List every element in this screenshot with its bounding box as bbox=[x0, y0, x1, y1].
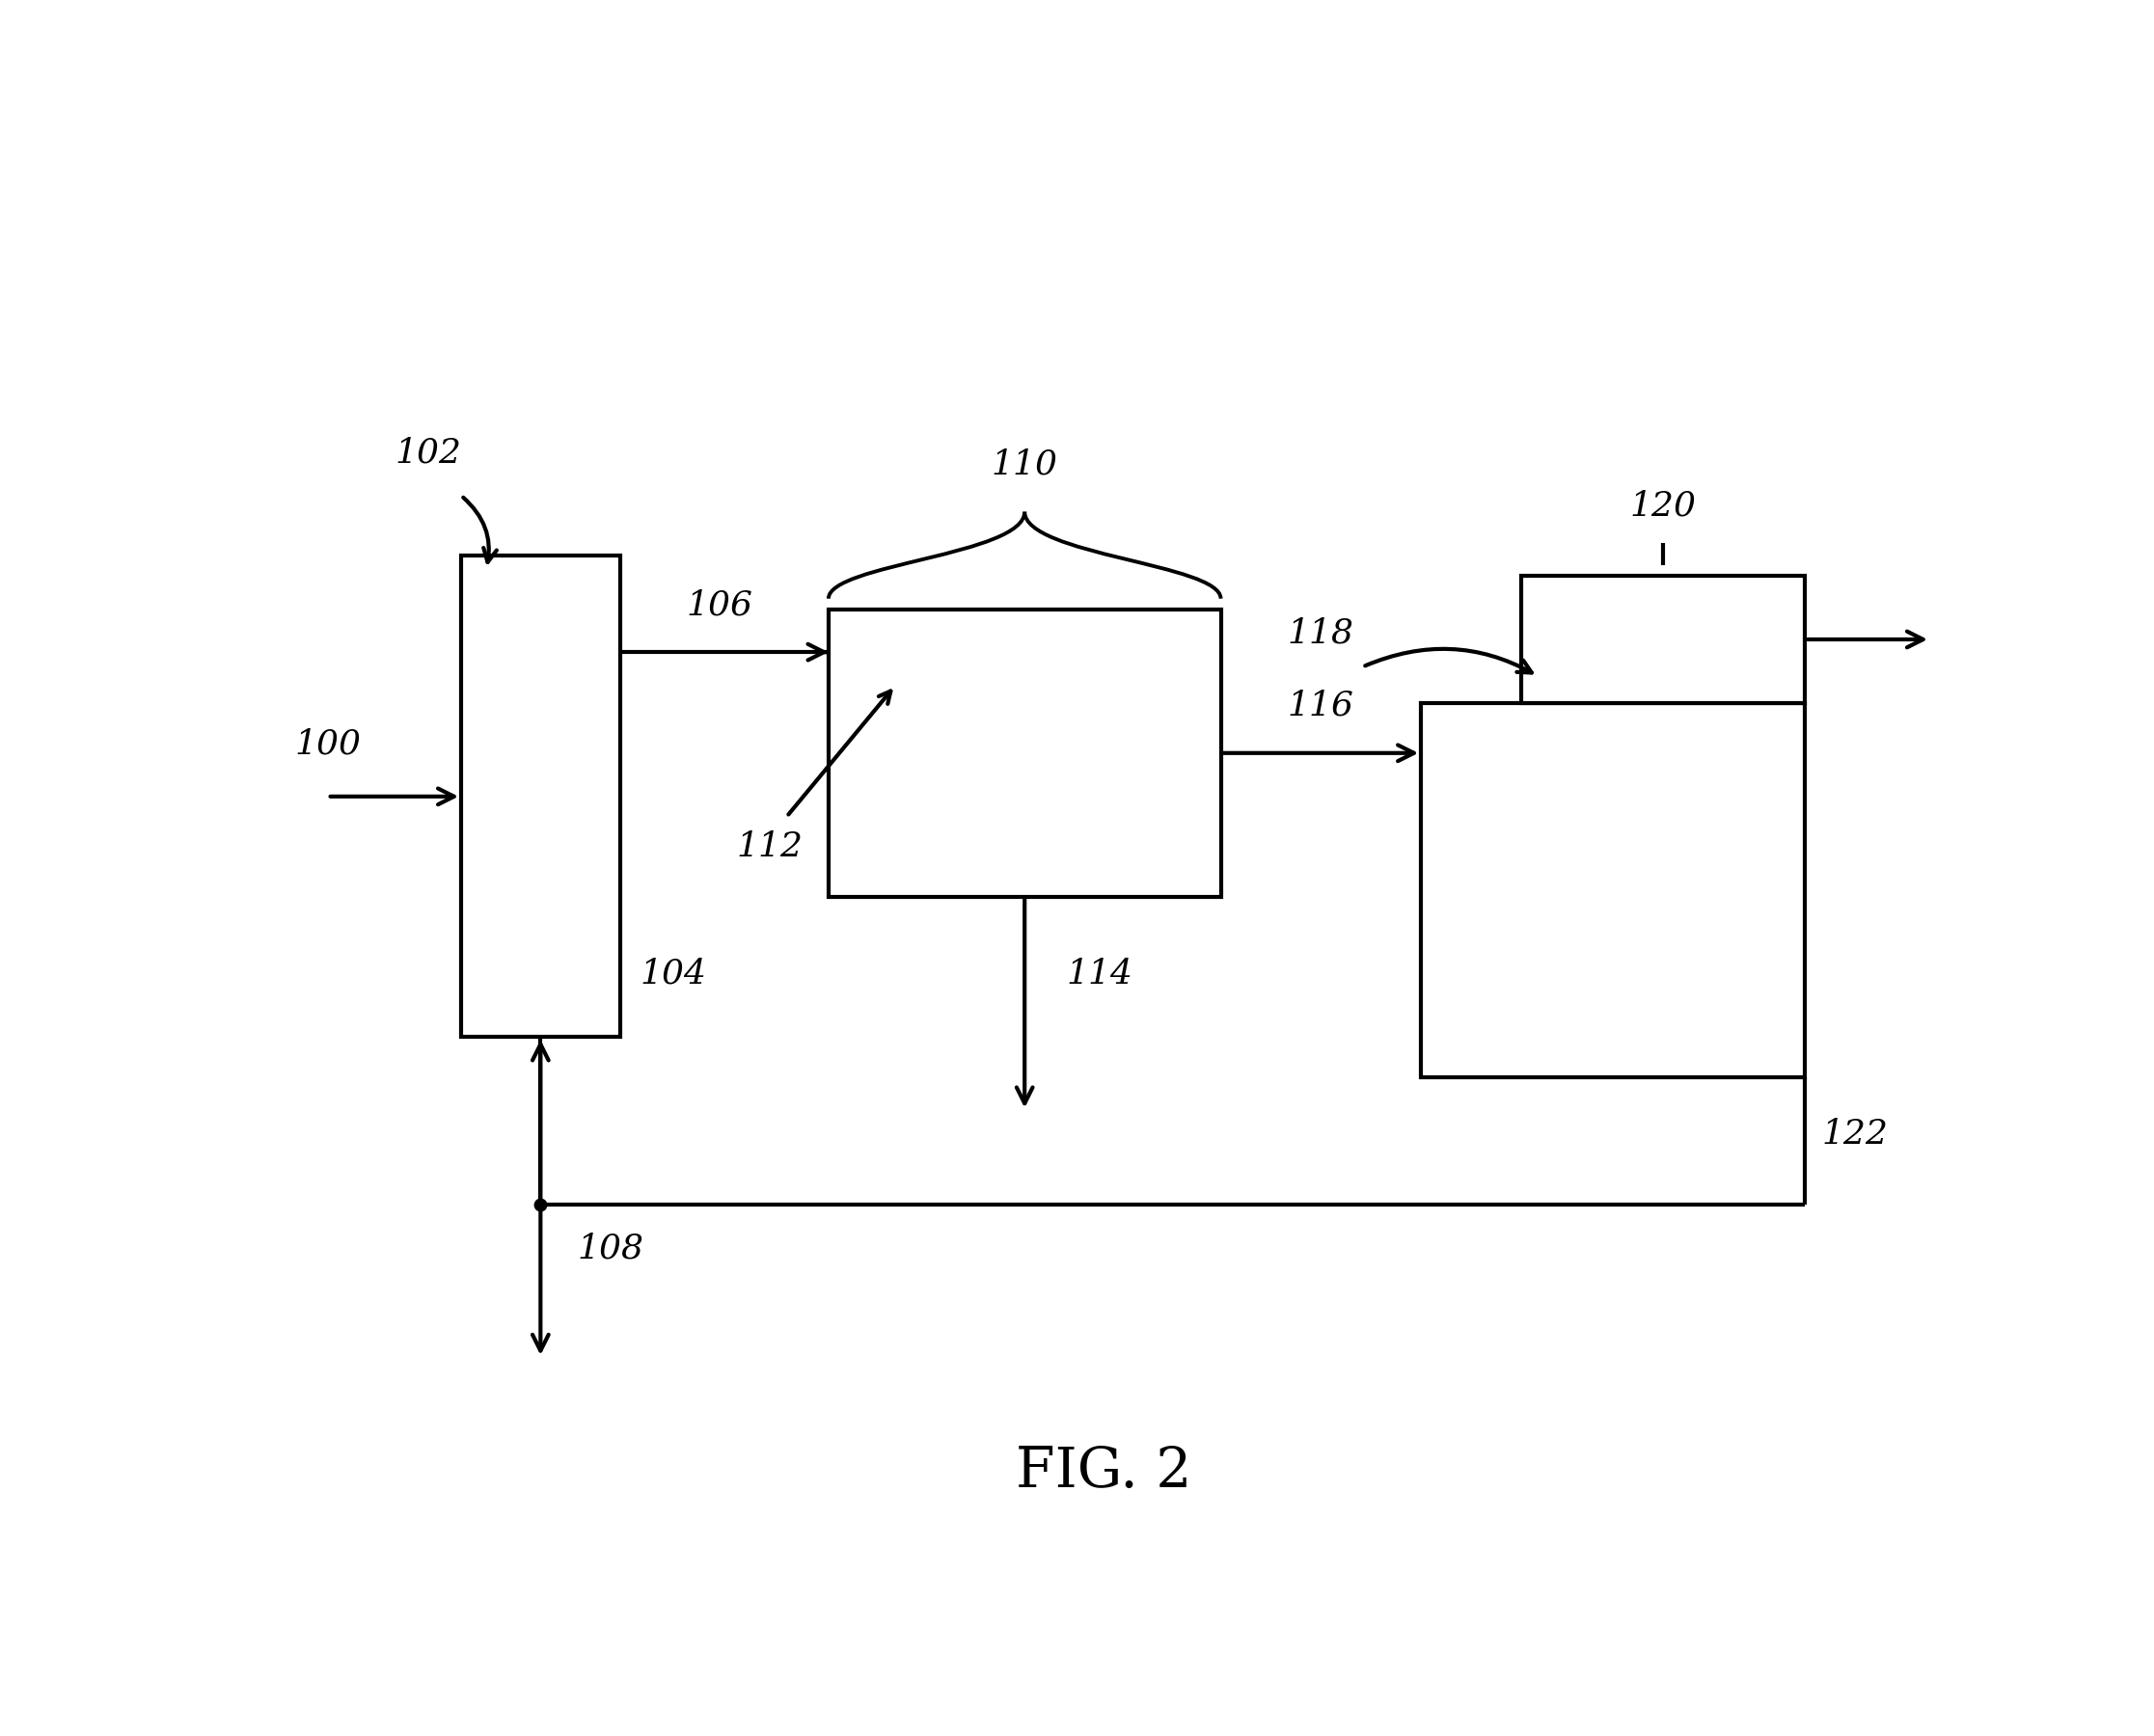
Bar bbox=[829, 609, 1221, 898]
Bar bbox=[1521, 576, 1805, 703]
Bar bbox=[461, 556, 620, 1036]
Text: 116: 116 bbox=[1288, 689, 1355, 722]
Bar bbox=[1422, 703, 1805, 1076]
Text: 120: 120 bbox=[1631, 490, 1697, 523]
Text: 118: 118 bbox=[1288, 616, 1355, 649]
Text: 102: 102 bbox=[394, 436, 461, 469]
Text: 110: 110 bbox=[991, 448, 1058, 481]
Text: FIG. 2: FIG. 2 bbox=[1017, 1444, 1191, 1498]
Text: 100: 100 bbox=[295, 727, 362, 760]
Text: 108: 108 bbox=[577, 1231, 644, 1264]
Text: 106: 106 bbox=[687, 589, 754, 621]
Text: 122: 122 bbox=[1822, 1118, 1889, 1151]
Text: 104: 104 bbox=[640, 958, 707, 990]
Text: 112: 112 bbox=[737, 830, 803, 863]
Text: 114: 114 bbox=[1066, 958, 1133, 990]
